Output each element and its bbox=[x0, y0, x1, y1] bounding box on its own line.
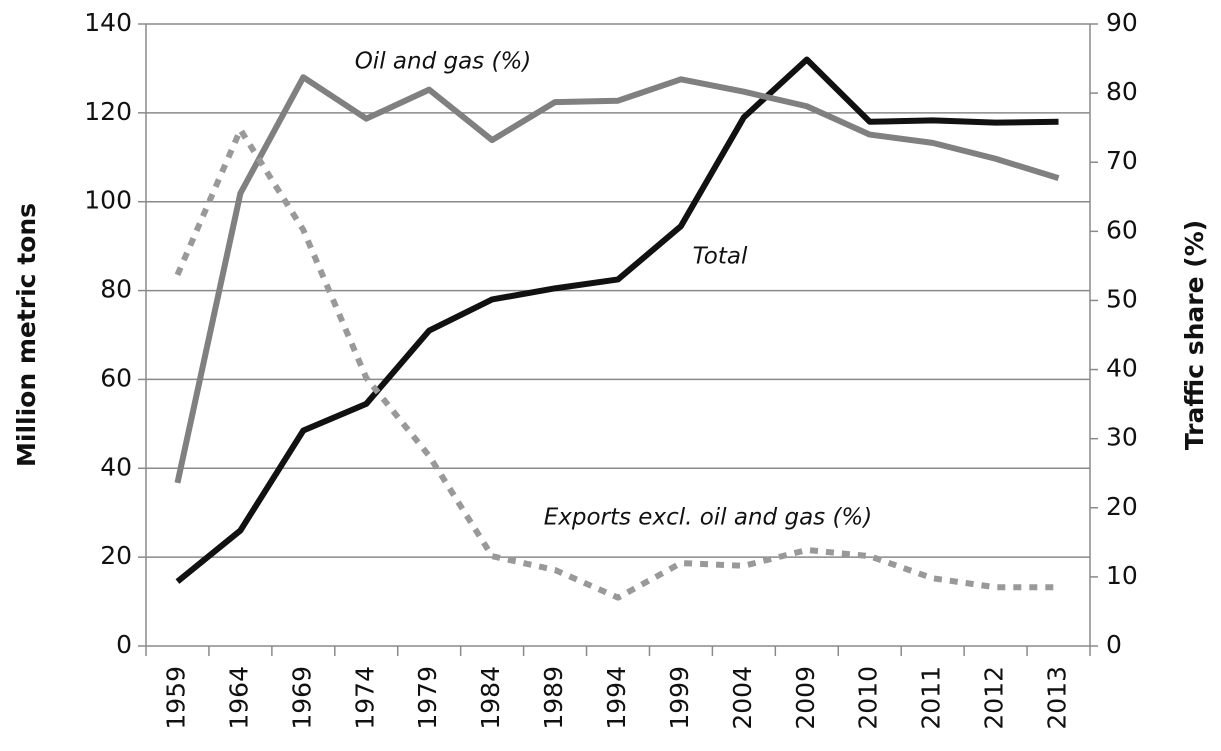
x-tick-label: 1999 bbox=[665, 666, 694, 730]
y2-tick-label: 50 bbox=[1106, 284, 1138, 313]
y2-tick-label: 30 bbox=[1106, 423, 1138, 452]
x-tick-label: 2012 bbox=[980, 666, 1009, 730]
x-tick-label: 2009 bbox=[791, 666, 820, 730]
x-tick-label: 1979 bbox=[413, 666, 442, 730]
y2-tick-label: 0 bbox=[1106, 630, 1122, 659]
y2-tick-label: 90 bbox=[1106, 8, 1138, 37]
x-tick-label: 1984 bbox=[476, 666, 505, 730]
y-tick-label: 0 bbox=[116, 630, 132, 659]
y-tick-label: 80 bbox=[100, 275, 132, 304]
series-label: Exports excl. oil and gas (%) bbox=[544, 505, 873, 531]
x-tick-label: 1964 bbox=[224, 666, 253, 730]
x-tick-label: 1959 bbox=[161, 666, 190, 730]
x-tick-label: 1974 bbox=[350, 666, 379, 730]
y-tick-label: 140 bbox=[84, 8, 132, 37]
y-tick-label: 120 bbox=[84, 97, 132, 126]
y-tick-label: 100 bbox=[84, 186, 132, 215]
x-tick-label: 1994 bbox=[602, 666, 631, 730]
y2-tick-label: 80 bbox=[1106, 77, 1138, 106]
series-line bbox=[175, 56, 1059, 584]
x-tick-label: 2013 bbox=[1043, 666, 1072, 730]
x-tick-label: 2004 bbox=[728, 666, 757, 730]
series-line bbox=[174, 74, 1060, 484]
y-axis-title: Million metric tons bbox=[12, 203, 41, 467]
x-tick-label: 2010 bbox=[854, 666, 883, 730]
y-tick-label: 40 bbox=[100, 452, 132, 481]
y2-tick-label: 10 bbox=[1106, 561, 1138, 590]
x-tick-label: 1989 bbox=[539, 666, 568, 730]
x-tick-label: 1969 bbox=[287, 666, 316, 730]
series-line bbox=[174, 126, 1059, 601]
series-label: Total bbox=[693, 244, 748, 270]
x-tick-label: 2011 bbox=[917, 666, 946, 730]
y2-axis-title: Traffic share (%) bbox=[1180, 220, 1209, 450]
y2-tick-label: 40 bbox=[1106, 354, 1138, 383]
y2-tick-label: 60 bbox=[1106, 215, 1138, 244]
series-label: Oil and gas (%) bbox=[355, 49, 532, 75]
y2-tick-label: 70 bbox=[1106, 146, 1138, 175]
y-tick-label: 60 bbox=[100, 363, 132, 392]
y-tick-label: 20 bbox=[100, 541, 132, 570]
y2-tick-label: 20 bbox=[1106, 492, 1138, 521]
